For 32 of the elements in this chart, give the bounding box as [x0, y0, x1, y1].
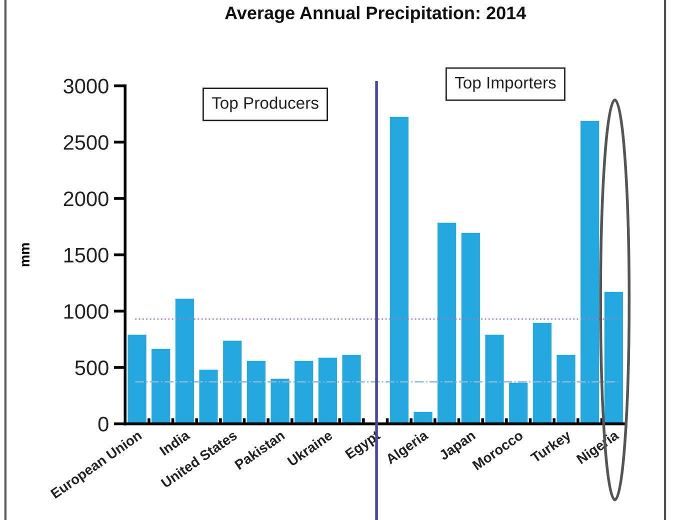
chart-title: Average Annual Precipitation: 2014: [224, 6, 526, 23]
bar: [175, 298, 194, 424]
bar: [152, 348, 170, 424]
bar: [318, 358, 337, 424]
y-tick-label: 2000: [64, 191, 108, 206]
bar: [294, 360, 314, 424]
bar: [414, 412, 432, 424]
y-tick-label: 1500: [64, 248, 108, 263]
bar: [438, 222, 456, 424]
bar: [556, 354, 576, 424]
bar: [342, 354, 361, 424]
annotation: Top Importers: [454, 76, 556, 92]
y-tick-label: 3000: [64, 78, 108, 94]
y-tick-label: 2500: [64, 135, 108, 150]
bar: [580, 120, 600, 424]
bar: [128, 334, 146, 424]
y-tick-label: 1000: [64, 304, 108, 319]
bar: [532, 322, 552, 424]
y-axis-title: mm: [22, 243, 30, 266]
bar: [199, 370, 218, 424]
bar: [604, 292, 623, 424]
bar: [485, 334, 504, 424]
bar: [509, 382, 528, 424]
y-tick-label: 500: [75, 360, 108, 376]
bar: [246, 360, 266, 424]
y-tick-label: 0: [98, 416, 108, 432]
bar: [390, 116, 408, 424]
bar: [461, 232, 480, 424]
annotation: Top Producers: [212, 96, 318, 112]
x-tick-label: India: [158, 429, 191, 456]
bar: [223, 340, 242, 424]
bar: [270, 378, 290, 424]
